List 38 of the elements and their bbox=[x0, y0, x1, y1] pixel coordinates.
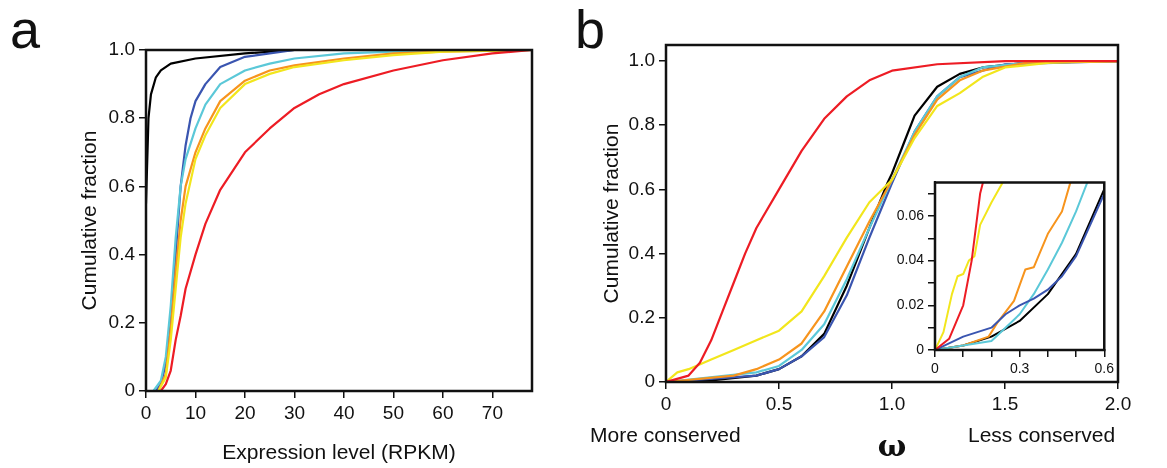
text: More conserved bbox=[590, 423, 741, 446]
x-tick-label: 0 bbox=[660, 392, 672, 414]
y-tick-label: 0.4 bbox=[108, 242, 136, 264]
text: b bbox=[575, 0, 606, 59]
x-tick-label: 0 bbox=[931, 360, 940, 377]
x-tick-label: 1.5 bbox=[991, 392, 1019, 414]
x-tick-label: 2.0 bbox=[1104, 392, 1132, 414]
y-tick-label: 0.6 bbox=[108, 174, 135, 196]
y-tick-label: 0.8 bbox=[108, 106, 135, 128]
y-tick-label: 0.8 bbox=[628, 113, 655, 135]
x-tick-label: 0.6 bbox=[1094, 360, 1115, 377]
y-tick-label: 0.02 bbox=[896, 296, 925, 313]
y-tick-label: 1.0 bbox=[108, 38, 135, 60]
x-axis-title: Expression level (RPKM) bbox=[222, 440, 456, 464]
x-tick-label: 10 bbox=[184, 401, 207, 423]
text: a bbox=[10, 0, 41, 59]
x-tick-label: 1.0 bbox=[878, 392, 906, 414]
y-tick-label: 0.2 bbox=[628, 306, 655, 328]
y-axis-title: Cumulative fraction bbox=[77, 130, 101, 311]
x-tick-label: 0.5 bbox=[765, 392, 793, 414]
y-tick-label: 0 bbox=[916, 340, 925, 357]
y-tick-label: 0.2 bbox=[108, 311, 135, 333]
x-tick-label: 0 bbox=[140, 401, 152, 423]
x-tick-label: 20 bbox=[234, 401, 256, 423]
x-axis-title: ω bbox=[877, 427, 907, 463]
y-axis-title: Cumulative fraction bbox=[599, 123, 623, 304]
y-tick-label: 0.04 bbox=[896, 251, 925, 268]
x-tick-label: 70 bbox=[481, 401, 503, 423]
x-tick-label: 50 bbox=[382, 401, 405, 423]
x-tick-label: 0.3 bbox=[1009, 360, 1030, 377]
y-tick-label: 0.4 bbox=[628, 241, 656, 263]
y-tick-label: 1.0 bbox=[628, 49, 655, 71]
text: Less conserved bbox=[968, 423, 1116, 446]
x-tick-label: 40 bbox=[333, 401, 355, 423]
y-tick-label: 0.06 bbox=[896, 206, 925, 223]
x-tick-label: 60 bbox=[432, 401, 454, 423]
y-tick-label: 0.6 bbox=[628, 177, 655, 199]
x-tick-label: 30 bbox=[283, 401, 306, 423]
